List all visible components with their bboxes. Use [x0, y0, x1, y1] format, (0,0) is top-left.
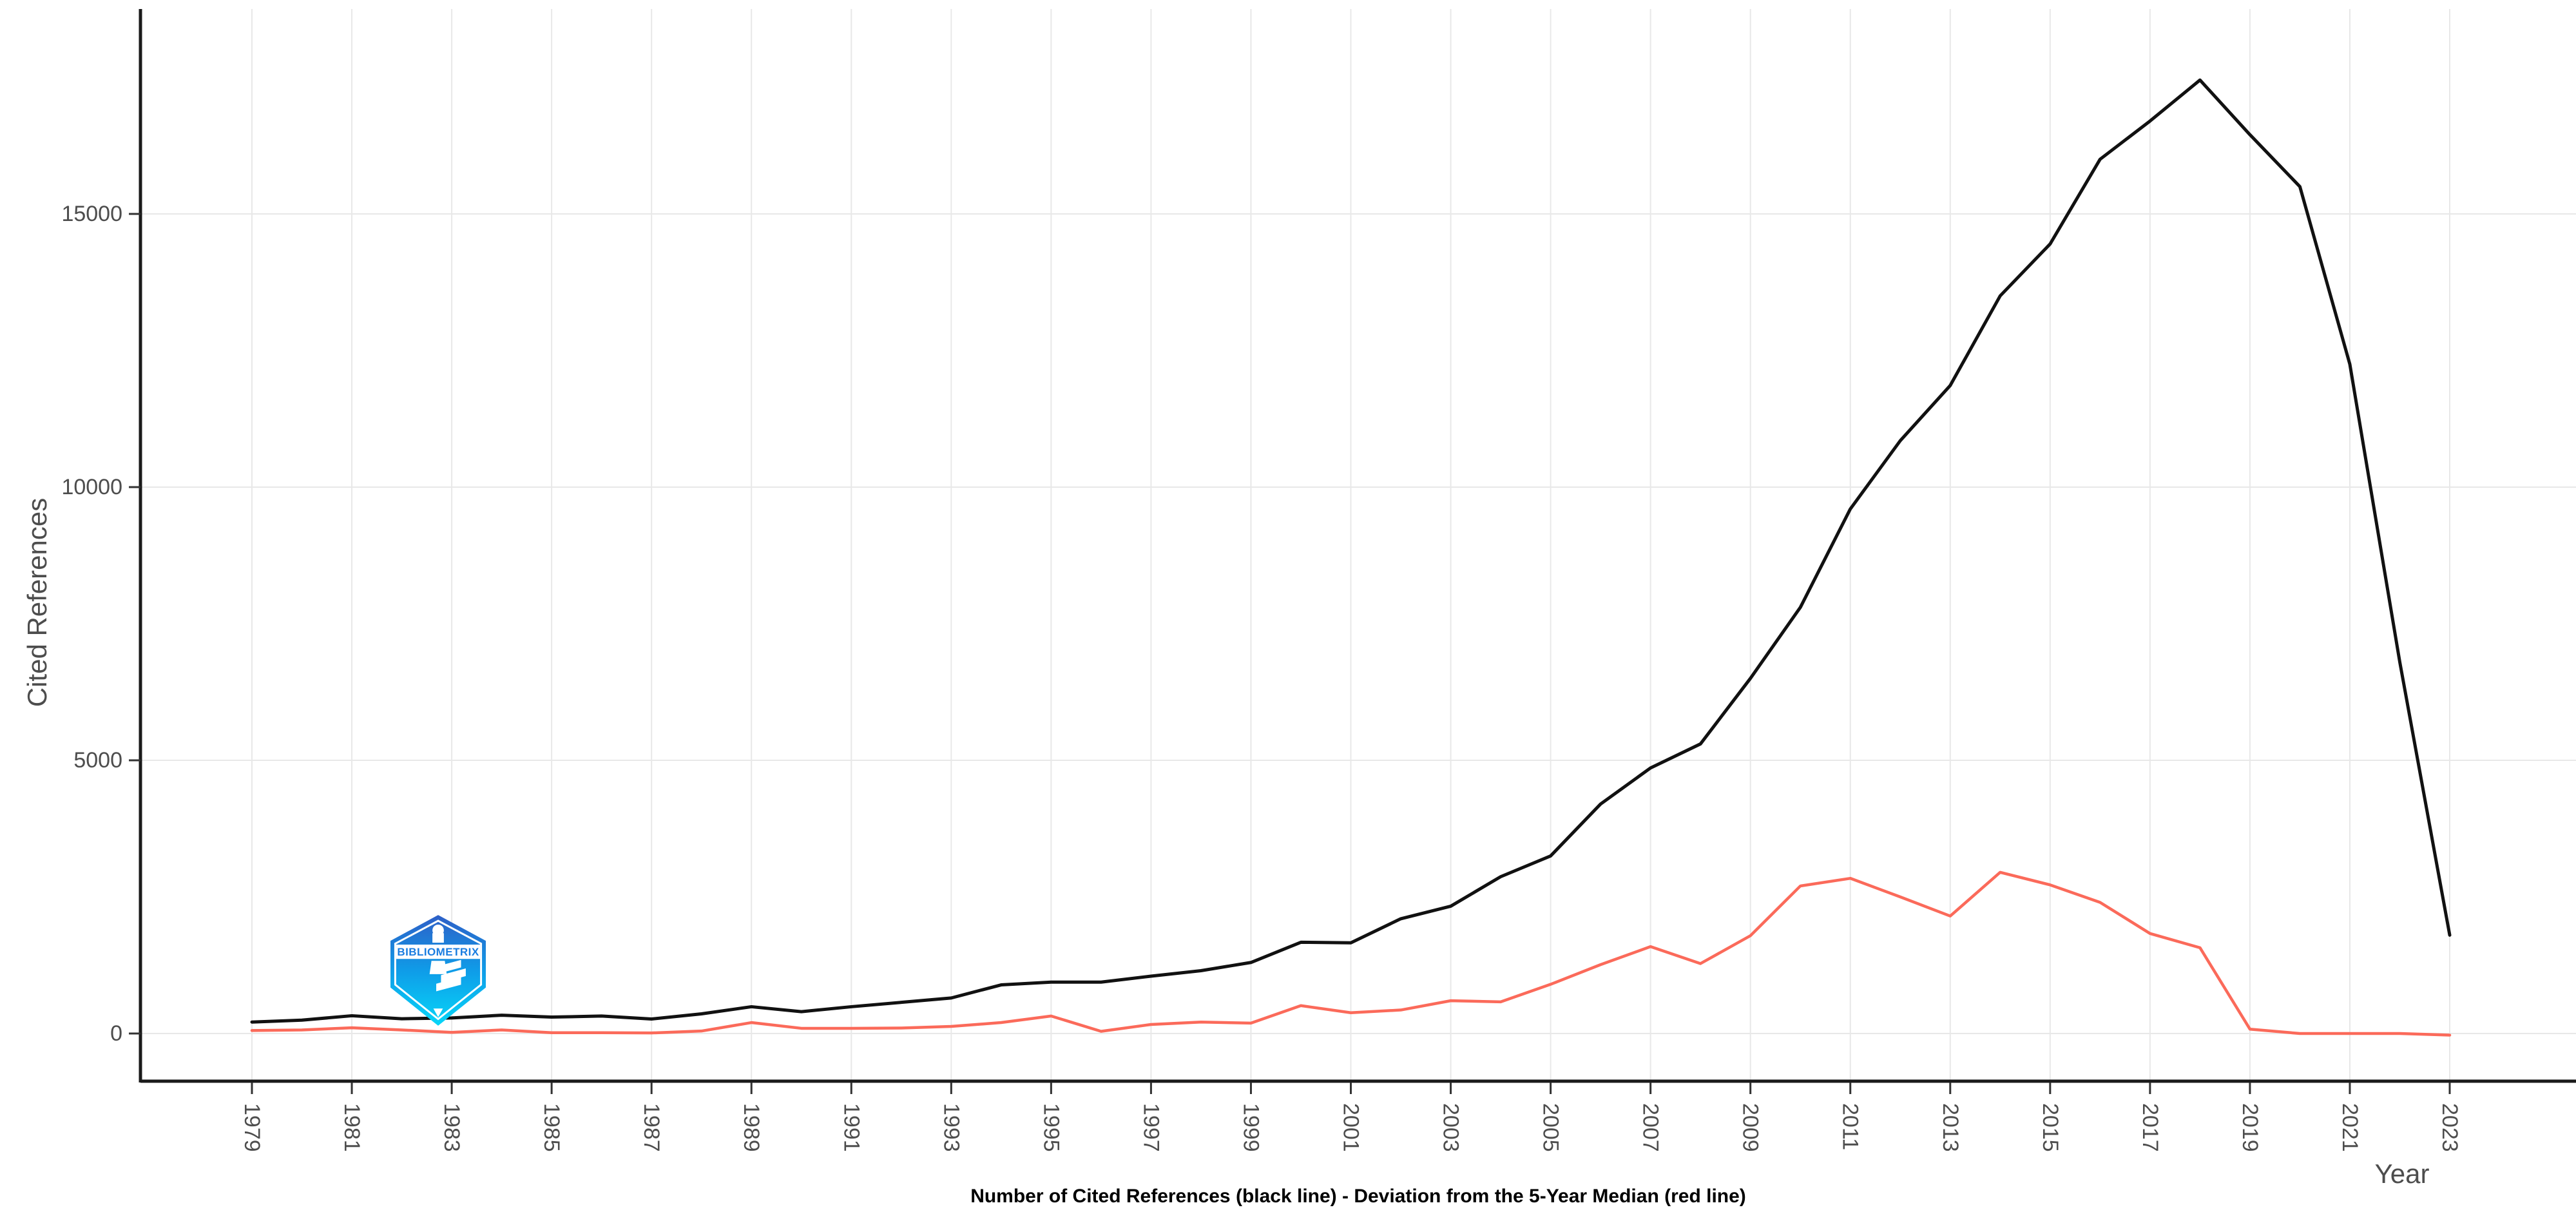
logo-lighthouse-top [432, 933, 444, 943]
x-tick-label: 2003 [1439, 1103, 1463, 1152]
x-tick-label: 1995 [1039, 1103, 1063, 1152]
x-tick-label: 1991 [839, 1103, 863, 1152]
x-tick-label: 2015 [2038, 1103, 2062, 1152]
x-tick-label: 2011 [1838, 1103, 1863, 1150]
y-tick-label: 10000 [61, 475, 122, 499]
bibliometrix-logo-icon: BIBLIOMETRIX [390, 915, 486, 1026]
chart-caption: Number of Cited References (black line) … [970, 1186, 1746, 1207]
y-tick-label: 0 [110, 1021, 122, 1046]
logo-zigzag-3 [436, 977, 461, 992]
y-tick-label: 15000 [61, 202, 122, 226]
x-tick-label: 2005 [1539, 1103, 1563, 1152]
x-tick-label: 2009 [1738, 1103, 1763, 1152]
x-tick-label: 1997 [1139, 1103, 1163, 1152]
x-axis-title: Year [2374, 1159, 2430, 1189]
logo-zigzag-1 [436, 959, 461, 974]
x-tick-label: 1981 [340, 1103, 364, 1152]
x-tick-label: 2023 [2437, 1103, 2462, 1152]
logo-pointer [433, 1008, 443, 1017]
logo-lighthouse-dome [432, 924, 444, 936]
x-tick-label: 1979 [240, 1103, 264, 1152]
x-tick-label: 1989 [739, 1103, 764, 1152]
x-tick-label: 1987 [639, 1103, 664, 1152]
y-axis-title: Cited References [22, 497, 52, 707]
x-tick-label: 2013 [1938, 1103, 1963, 1152]
cited-references-line [250, 78, 2452, 1024]
x-tick-label: 2007 [1639, 1103, 1663, 1152]
x-tick-label: 1985 [539, 1103, 564, 1152]
x-tick-label: 2019 [2238, 1103, 2262, 1152]
logo-zigzag-2 [441, 968, 466, 983]
y-tick-label: 5000 [73, 748, 122, 773]
x-tick-label: 1983 [439, 1103, 464, 1152]
logo-band [396, 945, 481, 959]
logo-hexagon-outline [394, 919, 483, 1021]
x-tick-label: 2021 [2338, 1103, 2362, 1152]
x-tick-label: 2017 [2138, 1103, 2162, 1152]
x-tick-label: 1993 [939, 1103, 963, 1152]
median-deviation-line [250, 870, 2452, 1037]
x-tick-label: 1999 [1238, 1103, 1263, 1152]
logo-wordmark: BIBLIOMETRIX [397, 946, 479, 958]
x-tick-label: 2001 [1339, 1103, 1363, 1152]
